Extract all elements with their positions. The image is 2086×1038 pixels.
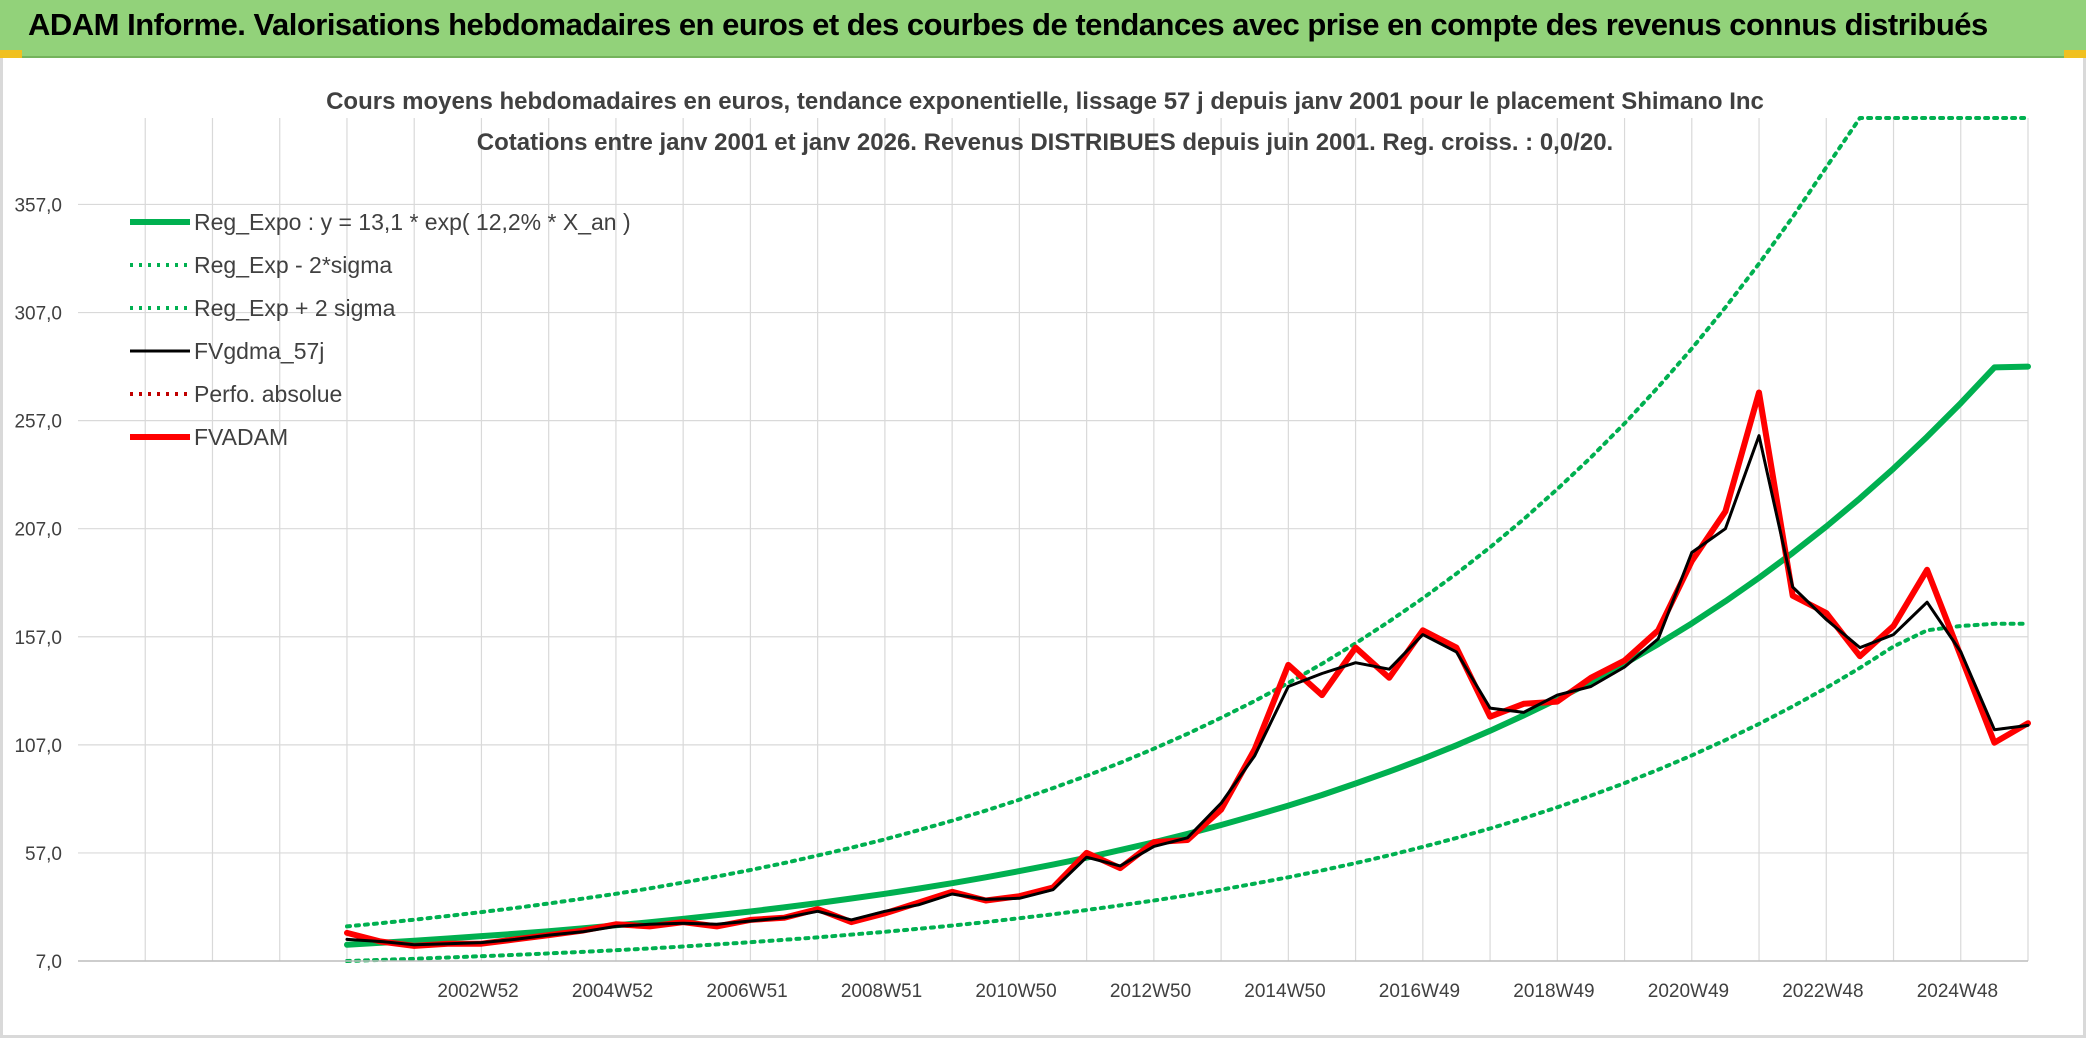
- x-axis: 2002W52 2004W52 2006W51 2008W51 2010W50 2012W…: [78, 960, 2028, 1002]
- chart-subtitle: Cotations entre janv 2001 et janv 2026. …: [477, 129, 1613, 156]
- x-tick-label: 2020W49: [1648, 981, 1729, 1002]
- x-tick-label: 2010W50: [975, 981, 1056, 1002]
- grid: [78, 118, 2029, 962]
- series-line-fvadam: [344, 389, 2031, 949]
- legend-label-reg-exp-2-sigma: Reg_Exp - 2*sigma: [194, 252, 392, 278]
- legend-label-perfo-absolue: Perfo. absolue: [194, 381, 342, 407]
- report-title: ADAM Informe. Valorisations hebdomadaire…: [28, 7, 1988, 42]
- series-line-fvgdma-57j: [345, 434, 2030, 947]
- left-corner-marker: [0, 50, 22, 58]
- y-tick-label: 307,0: [14, 304, 62, 325]
- series-layer: [344, 116, 2031, 963]
- legend-label-reg-exp-2-sigma: Reg_Exp + 2 sigma: [194, 295, 396, 321]
- report-banner: ADAM Informe. Valorisations hebdomadaire…: [0, 0, 2086, 58]
- legend-label-fvadam: FVADAM: [194, 424, 288, 450]
- x-tick-label: 2008W51: [841, 981, 922, 1002]
- legend-label-fvgdma-57j: FVgdma_57j: [194, 338, 324, 364]
- legend: Reg_Expo : y = 13,1 * exp( 12,2% * X_an …: [130, 209, 631, 450]
- y-axis: 7,0 57,0 107,0 157,0 207,0 257,0 307,0 357,0: [14, 195, 62, 973]
- x-tick-label: 2018W49: [1513, 981, 1594, 1002]
- x-tick-label: 2014W50: [1244, 981, 1325, 1002]
- legend-label-reg-expo-y-13-1-exp-12-2-x-an: Reg_Expo : y = 13,1 * exp( 12,2% * X_an …: [194, 209, 631, 235]
- y-tick-label: 57,0: [25, 844, 62, 865]
- y-tick-label: 7,0: [36, 952, 62, 973]
- y-tick-label: 357,0: [14, 195, 62, 216]
- x-tick-label: 2006W51: [706, 981, 787, 1002]
- series-line-reg-exp-2-sigma: [345, 116, 2030, 929]
- right-corner-marker: [2064, 50, 2086, 58]
- x-tick-label: 2004W52: [572, 981, 653, 1002]
- series-line-reg-expo-y-13-1-exp-12-2-x-an: [344, 363, 2031, 948]
- x-tick-label: 2002W52: [437, 981, 518, 1002]
- chart-title: Cours moyens hebdomadaires en euros, ten…: [326, 88, 1764, 115]
- x-tick-label: 2012W50: [1110, 981, 1191, 1002]
- x-tick-label: 2016W49: [1379, 981, 1460, 1002]
- y-tick-label: 107,0: [14, 736, 62, 757]
- x-tick-label: 2024W48: [1917, 981, 1998, 1002]
- series-line-reg-exp-2-sigma: [345, 621, 2030, 963]
- y-tick-label: 207,0: [14, 520, 62, 541]
- chart-frame: [0, 58, 2086, 1038]
- y-tick-label: 257,0: [14, 412, 62, 433]
- y-tick-label: 157,0: [14, 628, 62, 649]
- x-tick-label: 2022W48: [1782, 981, 1863, 1002]
